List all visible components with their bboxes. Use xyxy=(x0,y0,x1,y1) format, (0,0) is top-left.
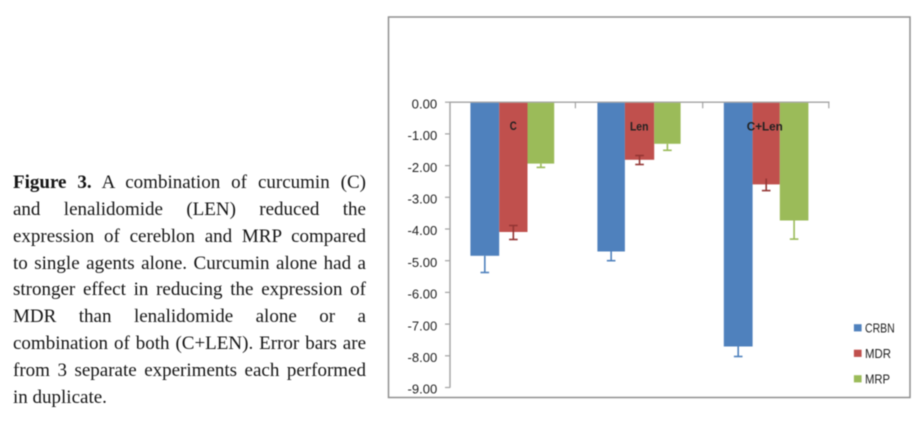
svg-text:-6.00: -6.00 xyxy=(408,288,438,302)
svg-text:-8.00: -8.00 xyxy=(408,351,438,365)
svg-text:C: C xyxy=(510,119,517,133)
svg-text:MDR: MDR xyxy=(865,346,891,361)
svg-text:C+Len: C+Len xyxy=(747,120,783,134)
svg-text:-2.00: -2.00 xyxy=(408,161,438,175)
svg-text:-1.00: -1.00 xyxy=(408,129,438,143)
svg-text:CRBN: CRBN xyxy=(865,320,895,335)
svg-text:-9.00: -9.00 xyxy=(408,383,438,397)
svg-text:MRP: MRP xyxy=(865,371,890,386)
svg-text:-7.00: -7.00 xyxy=(408,319,438,333)
svg-text:-4.00: -4.00 xyxy=(408,224,438,238)
svg-text:0.00: 0.00 xyxy=(412,97,438,111)
svg-text:-5.00: -5.00 xyxy=(408,256,438,270)
svg-text:-3.00: -3.00 xyxy=(408,193,438,207)
svg-text:Len: Len xyxy=(630,119,649,133)
